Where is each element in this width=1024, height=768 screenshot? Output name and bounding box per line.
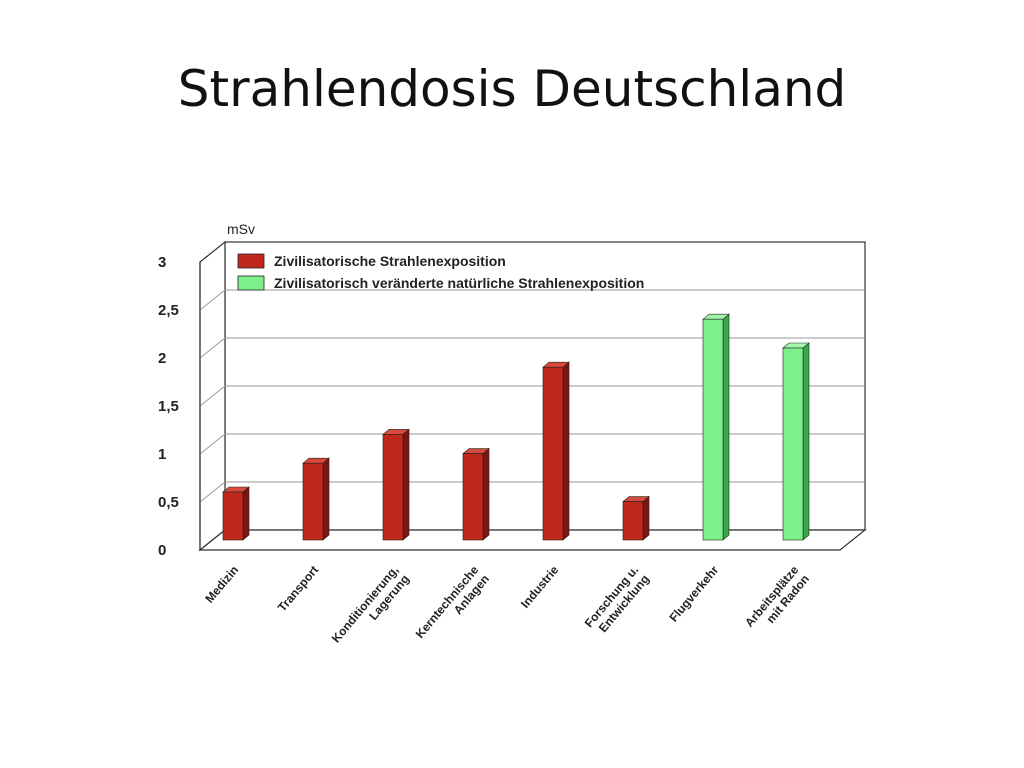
bar <box>222 491 244 541</box>
gridline-side <box>199 385 226 407</box>
category-label: Medizin <box>202 563 241 606</box>
category-label: Industrie <box>518 563 562 611</box>
y-tick-label: 0 <box>158 542 166 559</box>
bar-side <box>242 486 250 541</box>
category-label: Flugverkehr <box>666 563 721 625</box>
bar-side <box>402 428 410 541</box>
bar <box>782 347 804 541</box>
y-tick-label: 2,5 <box>158 302 179 319</box>
y-tick-label: 1,5 <box>158 398 179 415</box>
category-label: Forschung u.Entwicklung <box>582 563 652 639</box>
bar <box>542 366 564 541</box>
bar-side <box>322 457 330 541</box>
floor <box>198 529 867 551</box>
gridline-side <box>199 481 226 503</box>
category-label-line: Transport <box>275 563 321 614</box>
bar-side <box>642 495 650 541</box>
y-tick-label: 2 <box>158 350 166 367</box>
bar <box>702 318 724 541</box>
axis-layer: 0 0,5 1 1,5 2 2,5 3 mSv <box>158 221 255 559</box>
category-label-line: Medizin <box>202 563 241 606</box>
y-tick-label: 0,5 <box>158 494 179 511</box>
legend: Zivilisatorische Strahlenexposition Zivil… <box>237 253 644 291</box>
category-label: Arbeitsplätzemit Radon <box>742 563 812 639</box>
gridline-side <box>199 337 226 359</box>
gridline-side <box>199 289 226 311</box>
bar <box>622 501 644 541</box>
y-unit-label: mSv <box>227 221 255 237</box>
gridline-side <box>199 433 226 455</box>
category-label: KerntechnischeAnlagen <box>413 563 493 650</box>
radiation-dose-chart: 0 0,5 1 1,5 2 2,5 3 mSv Zivilisatorische Strahl… <box>158 221 867 655</box>
category-labels: Medizin Transport Konditionierung,Lagerung… <box>202 563 812 655</box>
category-label-line: Industrie <box>518 563 562 611</box>
bars-layer <box>222 313 810 541</box>
y-tick-label: 1 <box>158 446 166 463</box>
bar-side <box>562 361 570 541</box>
bar-side <box>722 313 730 541</box>
legend-swatch <box>237 275 265 291</box>
legend-label: Zivilisatorisch veränderte natürliche St… <box>274 275 644 291</box>
bar <box>382 434 404 541</box>
bar <box>302 462 324 541</box>
legend-swatch <box>237 253 265 269</box>
bar <box>462 453 484 541</box>
category-label: Transport <box>275 563 321 614</box>
bar-side <box>482 447 490 541</box>
y-tick-label: 3 <box>158 254 166 271</box>
category-label: Konditionierung,Lagerung <box>329 563 412 655</box>
category-label-line: Flugverkehr <box>666 563 721 625</box>
legend-label: Zivilisatorische Strahlenexposition <box>274 253 506 269</box>
bar-side <box>802 342 810 541</box>
slide-title: Strahlendosis Deutschland <box>177 60 847 118</box>
